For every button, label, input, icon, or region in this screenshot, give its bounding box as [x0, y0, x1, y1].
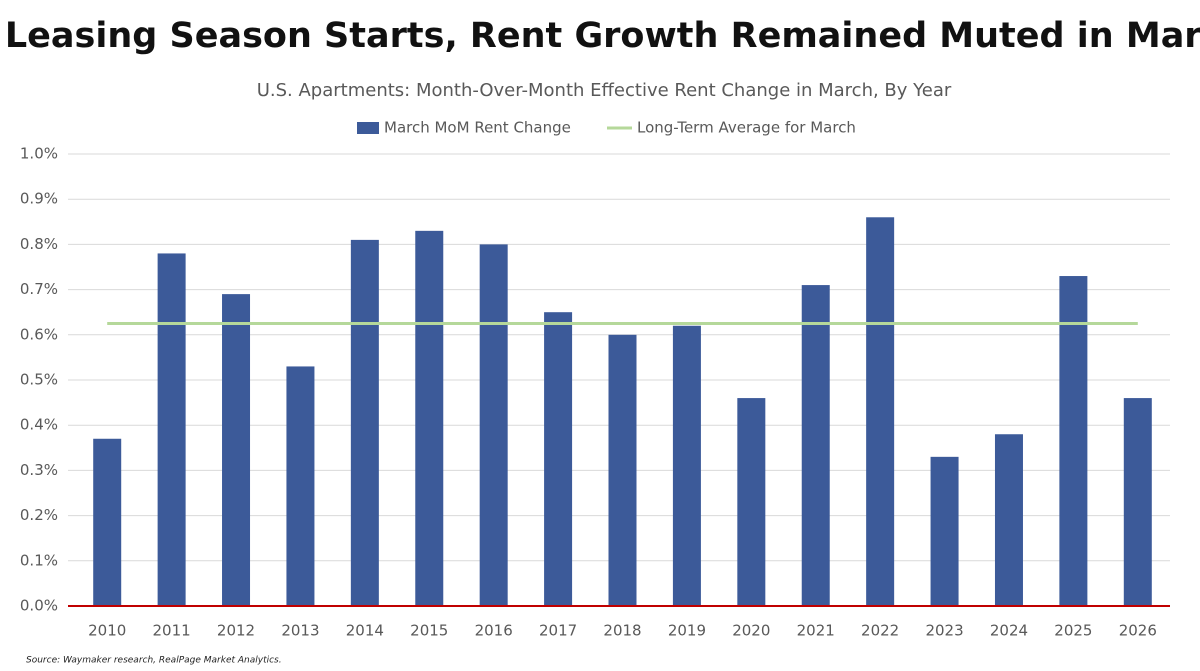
- y-tick-label: 0.7%: [20, 280, 58, 298]
- y-tick-label: 0.8%: [20, 235, 58, 253]
- x-tick-label: 2014: [346, 622, 384, 640]
- bar: [994, 434, 1023, 606]
- x-tick-label: 2010: [88, 622, 126, 640]
- y-tick-label: 0.2%: [20, 506, 58, 524]
- x-tick-label: 2017: [539, 622, 577, 640]
- x-tick-label: 2013: [281, 622, 319, 640]
- bar: [930, 456, 959, 606]
- y-tick-label: 0.1%: [20, 551, 58, 569]
- bar: [866, 217, 895, 606]
- legend-label: March MoM Rent Change: [384, 119, 571, 137]
- bar: [479, 244, 508, 606]
- x-tick-label: 2019: [668, 622, 706, 640]
- x-tick-label: 2025: [1054, 622, 1092, 640]
- y-tick-label: 0.4%: [20, 416, 58, 434]
- legend-swatch: [357, 122, 379, 134]
- bar: [608, 334, 637, 606]
- bar: [672, 325, 701, 606]
- chart-title: As Leasing Season Starts, Rent Growth Re…: [0, 16, 1200, 56]
- x-tick-label: 2011: [153, 622, 191, 640]
- bar: [157, 253, 186, 606]
- bar: [1123, 398, 1152, 606]
- y-tick-label: 0.5%: [20, 371, 58, 389]
- chart-subtitle: U.S. Apartments: Month-Over-Month Effect…: [257, 80, 952, 101]
- x-tick-label: 2018: [603, 622, 641, 640]
- x-tick-label: 2026: [1119, 622, 1157, 640]
- y-tick-label: 0.6%: [20, 325, 58, 343]
- legend-label: Long-Term Average for March: [637, 119, 856, 137]
- x-tick-label: 2024: [990, 622, 1028, 640]
- bar: [1059, 276, 1088, 606]
- source-note: Source: Waymaker research, RealPage Mark…: [26, 656, 282, 666]
- y-tick-label: 0.3%: [20, 461, 58, 479]
- y-tick-label: 1.0%: [20, 145, 58, 163]
- bar: [222, 294, 251, 606]
- bar: [350, 239, 379, 606]
- bar: [737, 398, 766, 606]
- bar: [801, 285, 830, 606]
- x-tick-label: 2022: [861, 622, 899, 640]
- x-tick-label: 2016: [475, 622, 513, 640]
- y-tick-label: 0.9%: [20, 190, 58, 208]
- bar: [544, 312, 573, 606]
- bar: [93, 438, 122, 606]
- y-tick-label: 0.0%: [20, 597, 58, 615]
- x-tick-label: 2020: [732, 622, 770, 640]
- x-tick-label: 2015: [410, 622, 448, 640]
- x-tick-label: 2021: [797, 622, 835, 640]
- x-tick-label: 2023: [925, 622, 963, 640]
- x-tick-label: 2012: [217, 622, 255, 640]
- bar: [415, 230, 444, 606]
- bar: [286, 366, 315, 606]
